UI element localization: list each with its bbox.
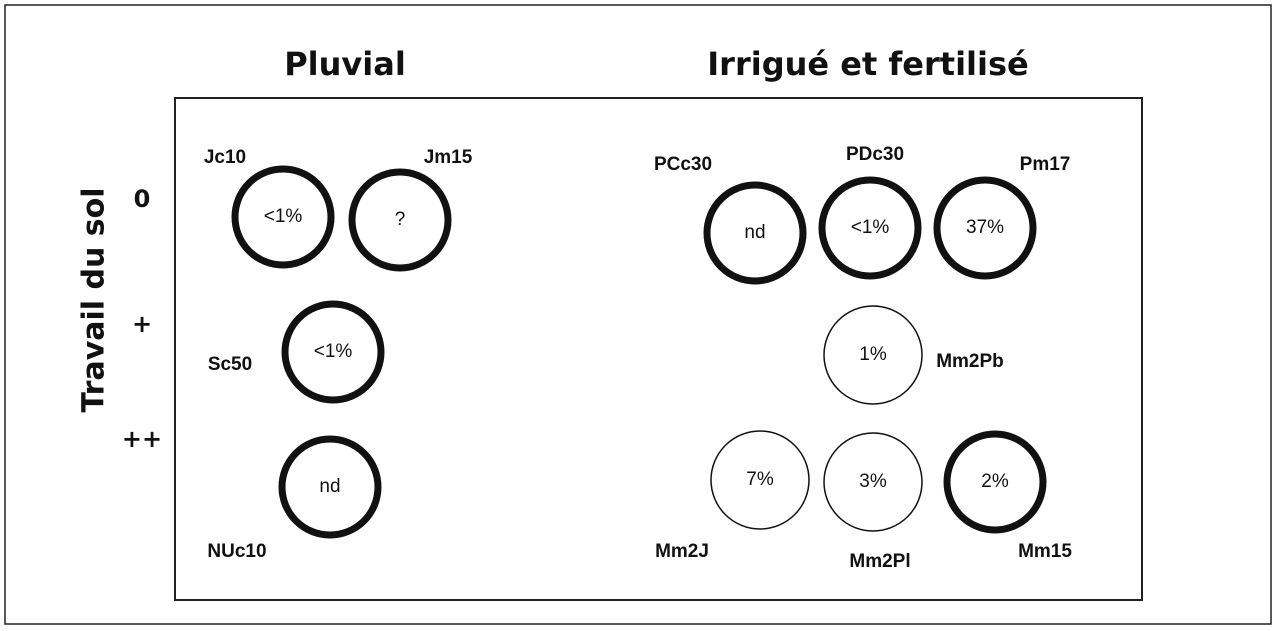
inner-frame bbox=[174, 97, 1143, 601]
row-label: 0 bbox=[134, 185, 151, 213]
node-label: Jm15 bbox=[424, 147, 473, 168]
node-circle bbox=[823, 432, 923, 532]
node-label: PDc30 bbox=[846, 144, 904, 165]
node-label: Jc10 bbox=[204, 147, 246, 168]
node-label: Mm2Pl bbox=[849, 551, 910, 572]
node-value: nd bbox=[319, 476, 340, 497]
node-circle bbox=[281, 300, 385, 404]
node-circle bbox=[703, 181, 807, 285]
node-value: 7% bbox=[746, 469, 774, 490]
row-label: + bbox=[132, 310, 152, 338]
outer-frame bbox=[4, 4, 1272, 625]
node-circle bbox=[818, 176, 922, 280]
node-label: Pm17 bbox=[1020, 154, 1071, 175]
node-label: PCc30 bbox=[654, 154, 712, 175]
title: Pluvial bbox=[284, 45, 406, 83]
node-label: Mm15 bbox=[1018, 541, 1072, 562]
node-circle bbox=[933, 176, 1037, 280]
node-label: Mm2J bbox=[655, 541, 709, 562]
node-label: NUc10 bbox=[207, 541, 266, 562]
node-value: <1% bbox=[314, 341, 353, 362]
node-value: 1% bbox=[859, 344, 887, 365]
axis-label: Travail du sol bbox=[77, 187, 112, 412]
node-circle bbox=[231, 165, 335, 269]
node-label: Sc50 bbox=[208, 354, 252, 375]
node-value: nd bbox=[744, 222, 765, 243]
node-circle bbox=[278, 435, 382, 539]
node-value: ? bbox=[395, 209, 406, 230]
node-circle bbox=[943, 430, 1047, 534]
node-value: 37% bbox=[966, 217, 1004, 238]
title: Irrigué et fertilisé bbox=[707, 45, 1028, 83]
node-value: <1% bbox=[264, 206, 303, 227]
node-value: <1% bbox=[851, 217, 890, 238]
node-circle bbox=[348, 168, 452, 272]
node-value: 3% bbox=[859, 471, 887, 492]
node-label: Mm2Pb bbox=[936, 351, 1004, 372]
node-circle bbox=[823, 305, 923, 405]
node-value: 2% bbox=[981, 471, 1009, 492]
node-circle bbox=[710, 430, 810, 530]
row-label: ++ bbox=[122, 425, 162, 453]
